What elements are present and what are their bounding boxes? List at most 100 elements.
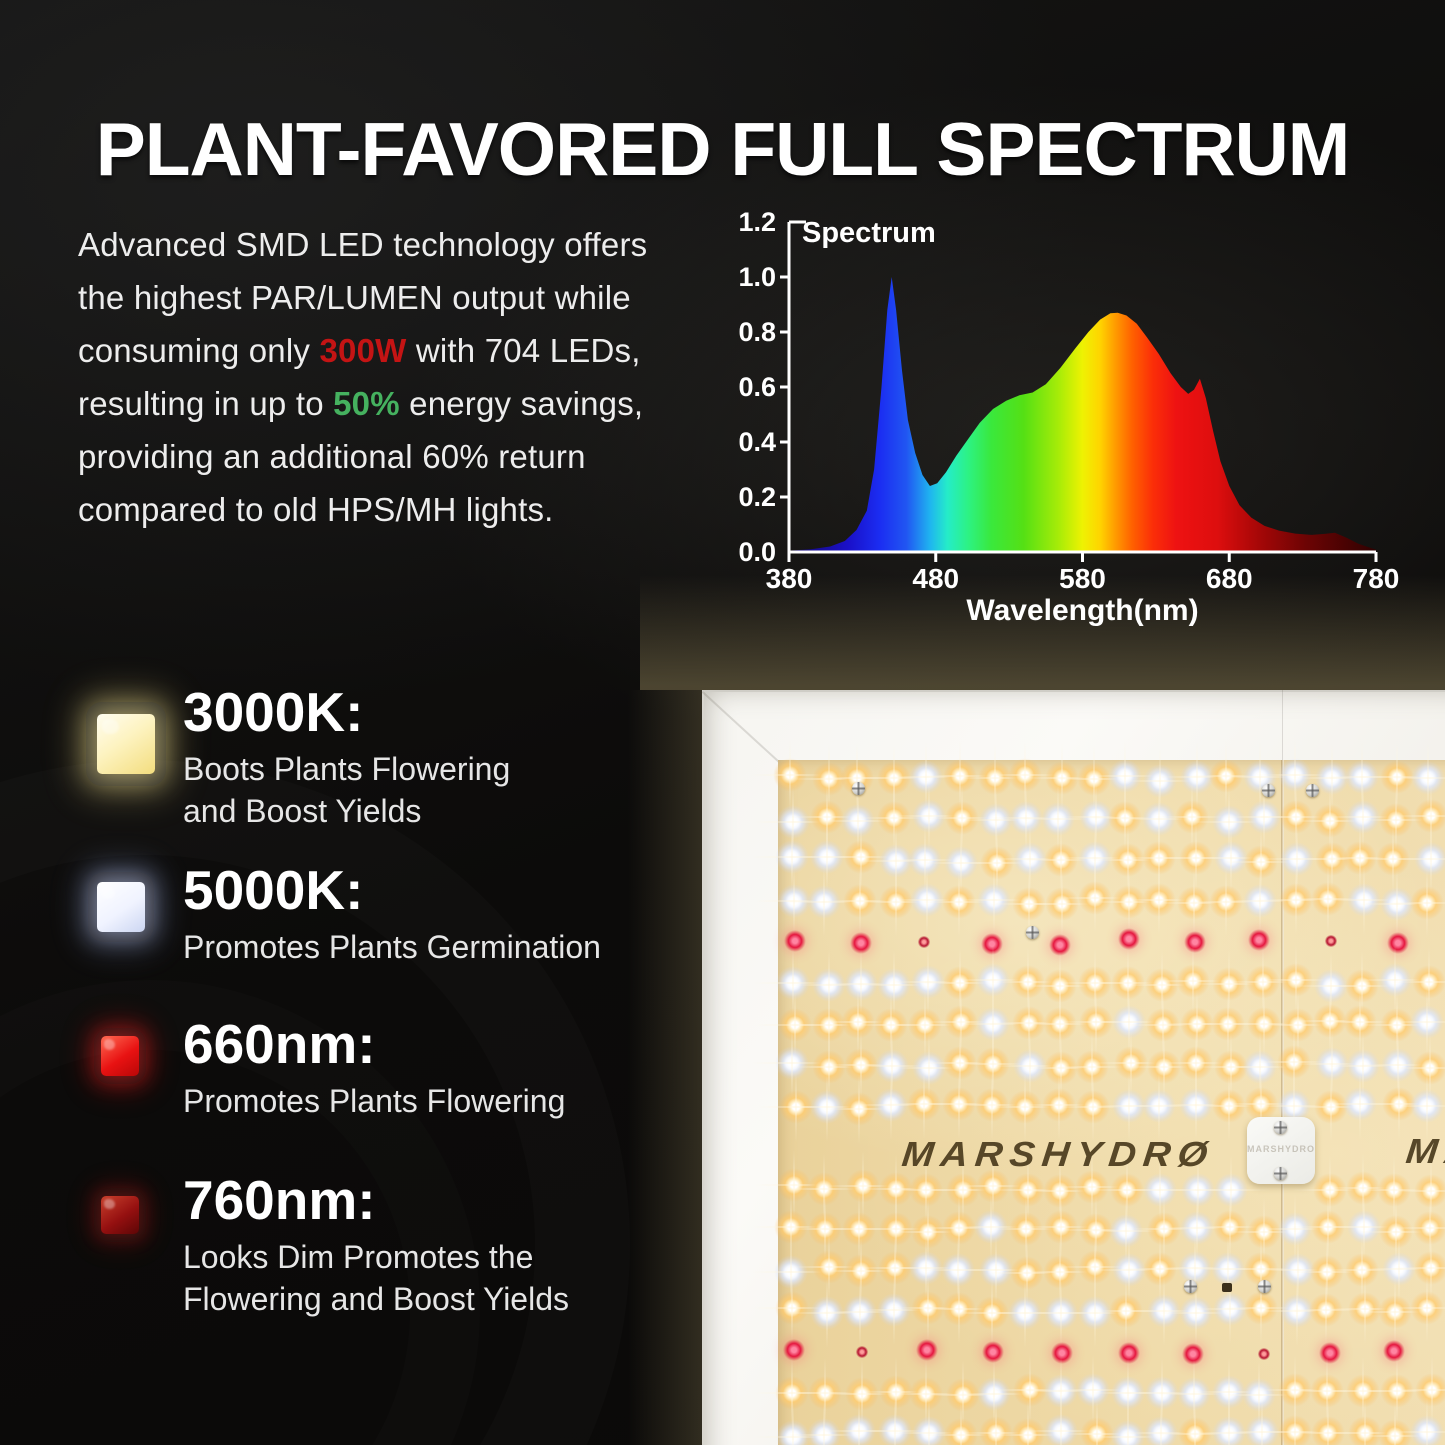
warm-white-led	[1142, 1252, 1177, 1287]
warm-white-led	[1180, 1007, 1215, 1041]
cool-white-led	[1076, 1373, 1111, 1408]
cool-white-led	[1346, 1210, 1381, 1245]
warm-white-led	[845, 1377, 880, 1412]
cool-white-led	[1111, 1005, 1146, 1040]
warm-white-led	[812, 762, 847, 797]
warm-white-led	[1348, 1415, 1383, 1445]
warm-white-led	[1379, 1374, 1414, 1409]
warm-white-led	[1342, 1004, 1377, 1039]
cool-white-led	[908, 843, 943, 878]
screw-icon	[1184, 1280, 1197, 1293]
warm-white-led	[1208, 759, 1243, 794]
warm-white-led	[1178, 1417, 1213, 1445]
cool-white-led	[1343, 1086, 1378, 1121]
warm-white-led	[1346, 1170, 1381, 1205]
warm-white-led	[1179, 1046, 1214, 1081]
cool-white-led	[1279, 1294, 1314, 1329]
warm-white-led	[1313, 804, 1348, 839]
warm-white-led	[1246, 1006, 1281, 1041]
warm-white-led	[1313, 1004, 1348, 1039]
warm-white-led	[1280, 1007, 1315, 1042]
warm-white-led	[1377, 1294, 1412, 1329]
warm-white-led	[1377, 1172, 1412, 1207]
cool-white-led	[1346, 1049, 1381, 1084]
cool-white-led	[976, 882, 1011, 917]
cool-white-led	[874, 1088, 909, 1123]
cool-white-led	[1280, 841, 1315, 876]
cool-white-led	[1041, 801, 1076, 836]
warm-white-led	[1409, 885, 1444, 920]
warm-white-led	[1412, 1050, 1445, 1085]
red-led	[1387, 931, 1410, 954]
svg-text:0.8: 0.8	[738, 317, 776, 347]
warm-white-led	[808, 1212, 843, 1247]
red-led	[1049, 933, 1072, 956]
cool-white-led	[1108, 758, 1143, 793]
feature-heading: 5000K:	[183, 859, 364, 921]
warm-white-led	[1010, 965, 1045, 1000]
warm-white-led	[946, 1172, 981, 1207]
cool-white-led	[1077, 1296, 1112, 1331]
warm-white-led	[1309, 1373, 1344, 1408]
cool-white-led	[1044, 1374, 1079, 1409]
cool-white-led	[777, 884, 811, 919]
warm-white-led	[841, 1004, 876, 1039]
warm-white-led	[1111, 842, 1146, 877]
cool-white-led	[976, 1007, 1011, 1042]
warm-white-led	[812, 1250, 847, 1285]
red-led	[1248, 928, 1271, 951]
warm-white-led	[1311, 881, 1346, 916]
warm-white-led	[1144, 967, 1179, 1002]
warm-white-led	[1041, 1087, 1076, 1122]
cool-white-led	[1142, 763, 1177, 798]
warm-white-led	[1112, 884, 1147, 919]
page-title: PLANT-FAVORED FULL SPECTRUM	[95, 107, 1351, 192]
warm-white-led	[1075, 1090, 1110, 1125]
warm-white-led	[910, 1291, 945, 1326]
warm-white-led	[808, 1376, 843, 1411]
screw-icon	[1026, 926, 1039, 939]
warm-white-led	[807, 1171, 842, 1206]
warm-white-led	[776, 1168, 811, 1203]
cool-white-led	[1044, 1414, 1079, 1445]
cool-white-led	[1410, 1089, 1445, 1124]
cool-white-led	[1347, 883, 1382, 918]
cool-white-led	[909, 883, 944, 918]
cool-white-led	[844, 967, 879, 1001]
warm-white-led	[842, 1091, 877, 1126]
screw-icon	[1306, 784, 1319, 797]
cool-white-led	[1246, 800, 1281, 835]
warm-white-led	[1146, 1211, 1181, 1246]
warm-white-led	[1278, 883, 1313, 918]
cool-white-led	[1379, 886, 1414, 921]
red-led	[783, 1339, 806, 1362]
cool-white-led	[974, 1210, 1009, 1245]
warm-white-led	[1409, 1291, 1444, 1326]
warm-white-led	[773, 1210, 808, 1245]
warm-white-led	[1178, 840, 1213, 875]
cool-white-led	[1242, 1377, 1277, 1412]
warm-white-led	[879, 884, 914, 919]
warm-white-led	[878, 1250, 913, 1285]
panel-white-frame	[702, 690, 1445, 1445]
warm-white-led	[1309, 1292, 1344, 1327]
warm-white-led	[1213, 1049, 1248, 1084]
warm-white-led	[1247, 1214, 1282, 1249]
svg-text:0.4: 0.4	[738, 427, 776, 457]
warm-white-led	[840, 761, 875, 796]
warm-white-led	[1243, 844, 1278, 879]
cool-white-led	[776, 965, 811, 1000]
warm-white-led	[1146, 1007, 1181, 1042]
warm-white-led	[942, 966, 977, 1001]
cool-white-led	[1043, 1295, 1078, 1330]
feature-description: Looks Dim Promotes the Flowering and Boo…	[183, 1239, 569, 1317]
junction-box: MARSHYDRO	[1247, 1117, 1315, 1184]
cool-white-led	[1278, 758, 1313, 793]
cool-white-led	[840, 804, 875, 839]
cool-white-led	[1180, 1210, 1215, 1245]
intro-paragraph: Advanced SMD LED technology offers the hi…	[78, 226, 648, 528]
svg-text:780: 780	[1353, 563, 1400, 594]
svg-text:680: 680	[1206, 563, 1253, 594]
red-led	[849, 932, 872, 955]
